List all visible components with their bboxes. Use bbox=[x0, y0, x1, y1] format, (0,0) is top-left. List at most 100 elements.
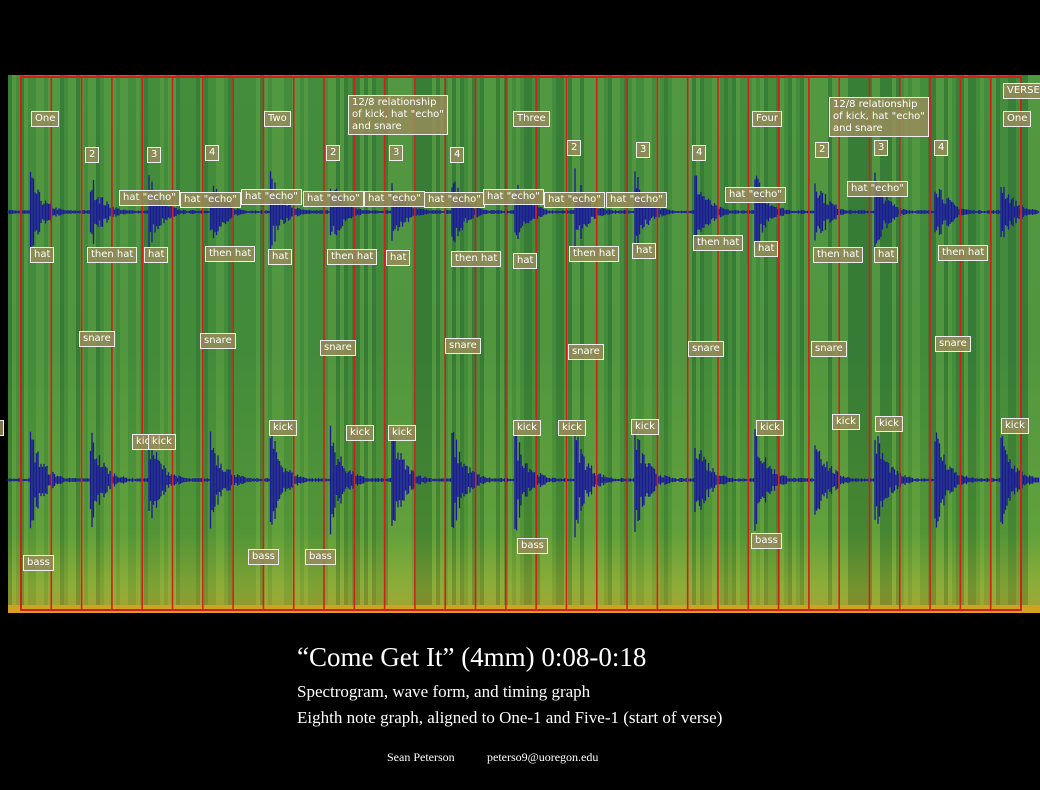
annotation: hat "echo" bbox=[303, 191, 364, 207]
spectral-stripe bbox=[268, 75, 272, 605]
spectral-stripe bbox=[16, 75, 20, 605]
spectral-stripe bbox=[904, 75, 908, 605]
spectral-stripe bbox=[280, 75, 284, 605]
annotation: kick bbox=[832, 414, 860, 430]
spectral-stripe bbox=[924, 75, 928, 605]
annotation: 4 bbox=[934, 140, 948, 156]
spectral-stripe bbox=[248, 75, 252, 605]
caption-line: Spectrogram, wave form, and timing graph bbox=[297, 682, 997, 702]
spectral-stripe bbox=[844, 75, 848, 605]
annotation: 4 bbox=[692, 145, 706, 161]
annotation: snare bbox=[79, 331, 115, 347]
spectral-stripe bbox=[856, 75, 860, 605]
spectral-stripe bbox=[800, 75, 804, 605]
spectral-stripe bbox=[176, 75, 180, 605]
spectral-stripe bbox=[976, 75, 980, 605]
annotation: bass bbox=[23, 555, 54, 571]
annotation: 3 bbox=[874, 140, 888, 156]
spectral-stripe bbox=[768, 75, 772, 605]
annotation: hat bbox=[632, 243, 656, 259]
annotation: 12/8 relationship of kick, hat "echo" an… bbox=[829, 97, 929, 137]
spectral-stripe bbox=[420, 75, 424, 605]
annotation: kick bbox=[756, 420, 784, 436]
spectral-stripe bbox=[728, 75, 732, 605]
spectral-stripe bbox=[56, 75, 60, 605]
spectral-stripe bbox=[984, 75, 988, 605]
spectral-stripe bbox=[540, 75, 544, 605]
spectral-stripe bbox=[1028, 75, 1032, 605]
spectral-stripe bbox=[264, 75, 268, 605]
annotation: One bbox=[31, 111, 59, 127]
spectral-stripe bbox=[272, 75, 276, 605]
annotation: snare bbox=[320, 340, 356, 356]
spectral-stripe bbox=[284, 75, 288, 605]
spectral-stripe bbox=[308, 75, 312, 605]
annotation: then hat bbox=[451, 251, 501, 267]
annotation: then hat bbox=[938, 245, 988, 261]
annotation: hat "echo" bbox=[364, 191, 425, 207]
spectral-stripe bbox=[416, 75, 420, 605]
spectral-stripe bbox=[592, 75, 596, 605]
annotation: Three bbox=[513, 111, 550, 127]
annotation: Two bbox=[264, 111, 291, 127]
annotation: then hat bbox=[87, 247, 137, 263]
email: peterso9@uoregon.edu bbox=[487, 750, 687, 765]
annotation: 4 bbox=[450, 147, 464, 163]
annotation: hat bbox=[268, 249, 292, 265]
spectral-stripe bbox=[372, 75, 376, 605]
spectral-stripe bbox=[848, 75, 852, 605]
annotation: kick bbox=[346, 425, 374, 441]
spectral-stripe bbox=[892, 75, 896, 605]
spectral-stripe bbox=[24, 75, 28, 605]
spectral-stripe bbox=[908, 75, 912, 605]
annotation: kick bbox=[269, 420, 297, 436]
spectral-stripe bbox=[840, 75, 844, 605]
annotation: hat bbox=[513, 253, 537, 269]
annotation: 3 bbox=[147, 147, 161, 163]
annotation: kick bbox=[558, 420, 586, 436]
spectral-stripe bbox=[132, 75, 136, 605]
annotation: kick bbox=[631, 419, 659, 435]
spectral-stripe bbox=[772, 75, 776, 605]
annotation: kick bbox=[1001, 418, 1029, 434]
spectral-stripe bbox=[708, 75, 712, 605]
spectral-stripe bbox=[732, 75, 736, 605]
spectral-stripe bbox=[408, 75, 412, 605]
spectral-stripe bbox=[356, 75, 360, 605]
annotation: kick bbox=[148, 434, 176, 450]
spectral-stripe bbox=[120, 75, 124, 605]
spectral-stripe bbox=[524, 75, 528, 605]
annotation: hat "echo" bbox=[544, 192, 605, 208]
spectral-stripe bbox=[852, 75, 856, 605]
annotation: 3 bbox=[389, 145, 403, 161]
caption-line: Eighth note graph, aligned to One-1 and … bbox=[297, 708, 997, 728]
spectral-stripe bbox=[560, 75, 564, 605]
spectral-stripe bbox=[888, 75, 892, 605]
spectral-stripe bbox=[236, 75, 240, 605]
annotation: snare bbox=[811, 341, 847, 357]
spectral-stripe bbox=[44, 75, 48, 605]
annotation: then hat bbox=[693, 235, 743, 251]
spectral-stripe bbox=[600, 75, 604, 605]
spectral-stripe bbox=[68, 75, 72, 605]
annotation: VERSE bbox=[1003, 83, 1040, 99]
annotation: kick bbox=[0, 420, 4, 436]
spectral-stripe bbox=[720, 75, 724, 605]
spectral-stripe bbox=[164, 75, 168, 605]
annotation: hat bbox=[144, 247, 168, 263]
annotation: hat "echo" bbox=[241, 189, 302, 205]
spectral-stripe bbox=[428, 75, 432, 605]
annotation: hat "echo" bbox=[180, 192, 241, 208]
annotation: 2 bbox=[567, 140, 581, 156]
spectral-stripe bbox=[860, 75, 864, 605]
spectral-stripe bbox=[8, 75, 12, 605]
spectral-stripe bbox=[188, 75, 192, 605]
spectral-stripe bbox=[36, 75, 40, 605]
spectral-stripe bbox=[544, 75, 548, 605]
annotation: then hat bbox=[205, 246, 255, 262]
spectral-stripe bbox=[920, 75, 924, 605]
spectral-stripe bbox=[1008, 75, 1012, 605]
spectral-stripe bbox=[376, 75, 380, 605]
spectral-stripe bbox=[756, 75, 760, 605]
spectral-stripe bbox=[660, 75, 664, 605]
